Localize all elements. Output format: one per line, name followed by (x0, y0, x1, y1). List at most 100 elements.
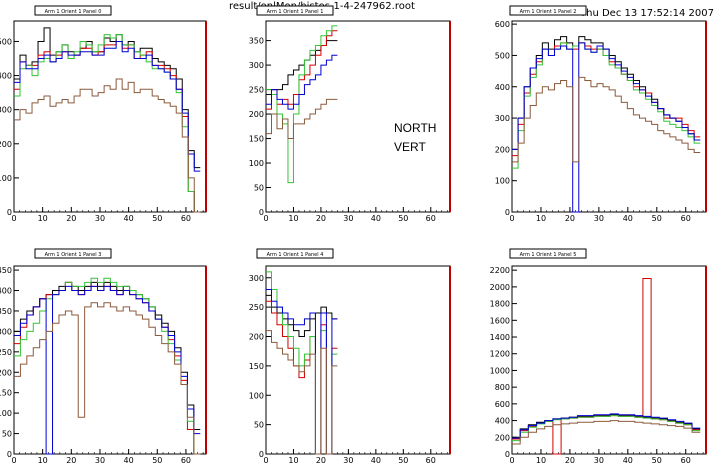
x-tick-label: 10 (536, 456, 546, 464)
panel-title-box (509, 5, 587, 16)
series-blue (512, 42, 701, 213)
x-tick-label: 10 (288, 456, 298, 464)
y-tick-label: 400 (495, 83, 510, 92)
north-label: NORTH (394, 121, 437, 135)
y-tick-label: 50 (2, 430, 12, 439)
y-tick-label: 100 (249, 159, 264, 168)
x-tick-label: 50 (398, 456, 408, 464)
series-green (14, 34, 201, 213)
x-tick-label: 20 (316, 214, 326, 223)
series-green (14, 277, 201, 455)
series-black (14, 27, 201, 169)
panel-title-box (34, 5, 112, 16)
series-red (512, 278, 701, 455)
y-tick-label: 450 (0, 266, 12, 275)
plot-frame (13, 20, 207, 213)
x-tick-label: 30 (343, 214, 353, 223)
x-tick-label: 40 (124, 456, 134, 464)
panel-5: Arm 1 Orient 1 Panel 50 10 20 30 40 50 6002004… (490, 248, 707, 464)
panel-title-box (509, 248, 587, 259)
y-tick-label: 250 (249, 303, 264, 312)
x-tick-label: 40 (623, 214, 633, 223)
y-tick-label: 200 (249, 333, 264, 342)
x-tick-label: 10 (536, 214, 546, 223)
y-tick-label: 100 (249, 391, 264, 400)
panel-title: Arm 1 Orient 1 Panel 3 (45, 252, 102, 258)
y-tick-label: 100 (0, 409, 12, 418)
timestamp-header: Thu Dec 13 17:52:14 2007 (580, 8, 714, 19)
panel-title: Arm 1 Orient 1 Panel 1 (267, 9, 324, 15)
x-tick-label: 30 (594, 214, 604, 223)
y-tick-label: 200 (249, 110, 264, 119)
vert-label: VERT (394, 140, 426, 154)
x-tick-label: 40 (623, 456, 633, 464)
y-tick-label: 2000 (490, 283, 510, 292)
x-tick-label: 10 (38, 214, 48, 223)
y-tick-label: 350 (0, 307, 12, 316)
y-tick-label: 1600 (490, 316, 510, 325)
y-tick-label: 400 (0, 287, 12, 296)
panel-1: Arm 1 Orient 1 Panel 1 0 10 20 30 40 50 60 0 50 10… (249, 5, 451, 223)
y-tick-label: 300 (249, 61, 264, 70)
series-brown (266, 98, 338, 140)
x-tick-label: 60 (181, 456, 191, 464)
y-tick-label: 250 (249, 86, 264, 95)
x-tick-label: 0 (263, 214, 268, 223)
y-tick-label: 0 (259, 450, 264, 459)
x-tick-label: 30 (343, 456, 353, 464)
y-tick-label: 300 (0, 327, 12, 336)
y-tick-label: 500 (495, 51, 510, 60)
x-tick-label: 40 (371, 214, 381, 223)
y-tick-label: 200 (0, 368, 12, 377)
y-tick-label: 300 (249, 274, 264, 283)
y-tick-label: 300 (0, 106, 12, 115)
y-tick-label: 250 (0, 348, 12, 357)
panel-title: Arm 1 Orient 1 Panel 4 (267, 252, 324, 258)
x-tick-label: 40 (371, 456, 381, 464)
y-tick-label: 1000 (490, 366, 510, 375)
y-tick-label: 1400 (490, 333, 510, 342)
x-tick-label: 60 (426, 214, 436, 223)
x-tick-label: 0 (11, 214, 16, 223)
y-tick-label: 50 (254, 421, 264, 430)
x-tick-label: 0 (11, 456, 16, 464)
series-red (14, 281, 201, 455)
x-tick-label: 60 (426, 456, 436, 464)
series-red (512, 42, 701, 157)
y-tick-label: 100 (0, 174, 12, 183)
x-tick-label: 10 (288, 214, 298, 223)
x-tick-label: 50 (152, 456, 162, 464)
y-tick-label: 100 (495, 177, 510, 186)
panel-title-box (34, 248, 112, 259)
series-brown (512, 76, 701, 163)
x-tick-label: 50 (398, 214, 408, 223)
y-tick-label: 0 (505, 208, 510, 217)
y-tick-label: 400 (0, 72, 12, 81)
y-tick-label: 200 (495, 433, 510, 442)
x-tick-label: 10 (38, 456, 48, 464)
y-tick-label: 500 (0, 37, 12, 46)
x-tick-label: 50 (652, 214, 662, 223)
series-brown (14, 78, 201, 213)
panel-3: Arm 1 Orient 1 Panel 3 0 10 20 30 40 50 60 0 50 10… (0, 248, 207, 464)
panel-4: Arm 1 Orient 1 Panel 4 0 10 20 30 40 50 60 0 50 10… (249, 248, 451, 464)
x-tick-label: 20 (316, 456, 326, 464)
y-tick-label: 600 (495, 400, 510, 409)
x-tick-label: 40 (124, 214, 134, 223)
x-tick-label: 0 (509, 456, 514, 464)
x-tick-label: 60 (681, 214, 691, 223)
x-tick-label: 50 (152, 214, 162, 223)
y-tick-label: 0 (505, 450, 510, 459)
y-tick-label: 1800 (490, 300, 510, 309)
series-black (266, 40, 338, 95)
series-blue (512, 413, 701, 439)
series-red (14, 40, 201, 213)
series-brown (14, 302, 201, 455)
x-tick-label: 20 (66, 456, 76, 464)
panel-title-box (256, 248, 334, 259)
panel-title: Arm 1 Orient 1 Panel 0 (45, 9, 102, 15)
series-blue (266, 289, 338, 455)
y-tick-label: 800 (495, 383, 510, 392)
x-tick-label: 30 (95, 214, 105, 223)
